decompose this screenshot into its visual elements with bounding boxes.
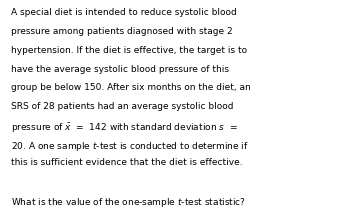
Text: pressure among patients diagnosed with stage 2: pressure among patients diagnosed with s… [11, 27, 233, 36]
Text: have the average systolic blood pressure of this: have the average systolic blood pressure… [11, 65, 229, 74]
Text: group be below 150. After six months on the diet, an: group be below 150. After six months on … [11, 83, 251, 92]
Text: SRS of 28 patients had an average systolic blood: SRS of 28 patients had an average systol… [11, 102, 233, 111]
Text: this is sufficient evidence that the diet is effective.: this is sufficient evidence that the die… [11, 158, 243, 167]
Text: A special diet is intended to reduce systolic blood: A special diet is intended to reduce sys… [11, 8, 237, 17]
Text: 20. A one sample $t$-test is conducted to determine if: 20. A one sample $t$-test is conducted t… [11, 140, 249, 153]
Text: pressure of $\bar{x}$  =  142 with standard deviation $s$  =: pressure of $\bar{x}$ = 142 with standar… [11, 121, 238, 134]
Text: hypertension. If the diet is effective, the target is to: hypertension. If the diet is effective, … [11, 46, 247, 55]
Text: What is the value of the one-sample $t$-test statistic?: What is the value of the one-sample $t$-… [11, 196, 246, 209]
